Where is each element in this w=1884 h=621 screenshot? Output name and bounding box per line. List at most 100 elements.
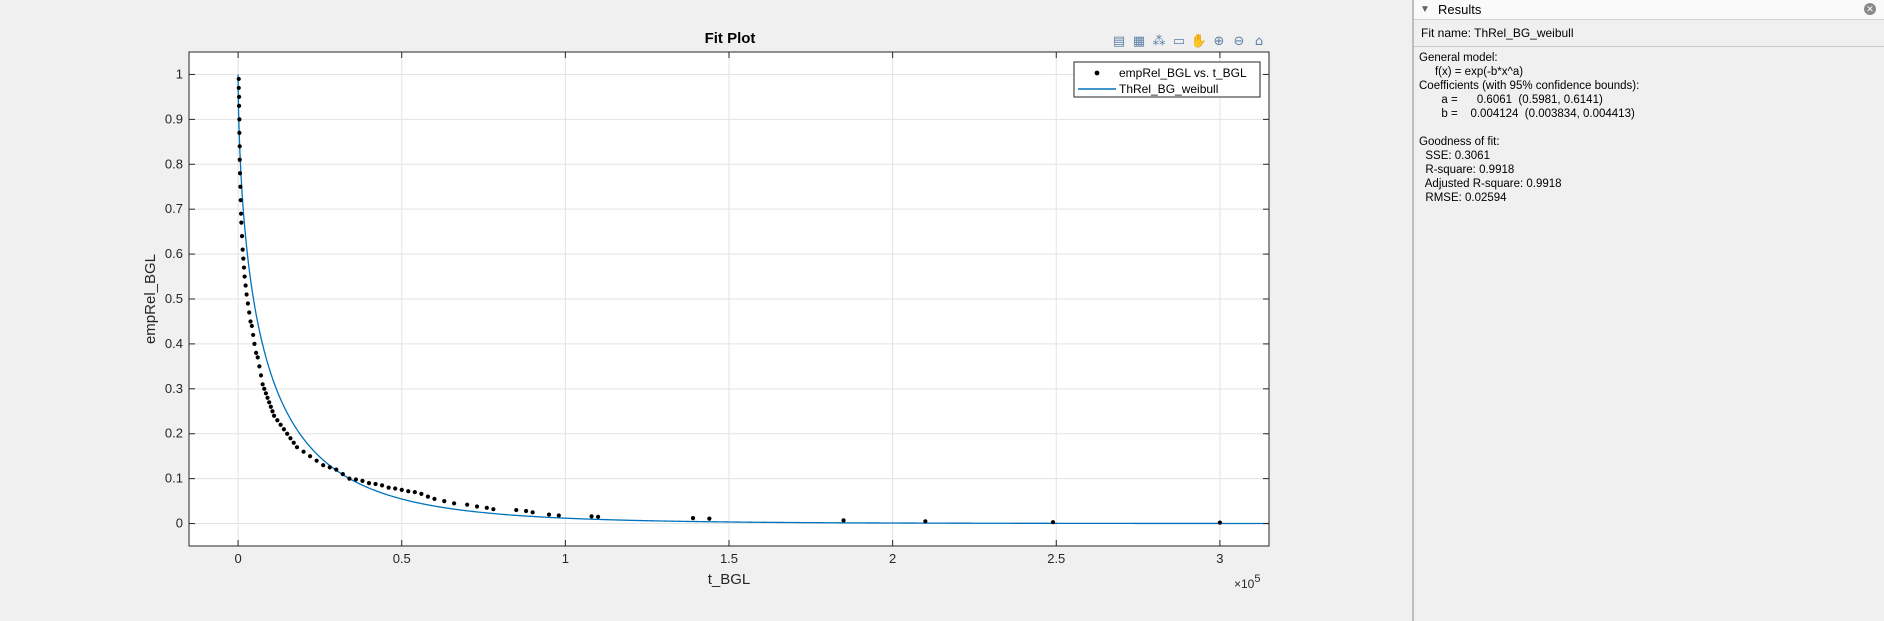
data-point [321,463,326,468]
data-point [294,445,300,450]
data-point [238,184,243,189]
insert-legend-icon[interactable]: ▭ [1172,33,1186,49]
data-point [514,507,519,513]
pan-icon[interactable]: ✋ [1190,33,1208,49]
legend-entry-points: empRel_BGL vs. t_BGL [1119,66,1247,80]
close-icon[interactable]: ✕ [1864,3,1876,15]
axes-toolbar: ▤ ▦ ⁂ ▭ ✋ ⊕ ⊖ ⌂ [1110,32,1268,50]
data-point [491,507,496,512]
x-exponent-label: ×105 [1234,573,1260,591]
data-point [239,220,244,225]
data-cursor-icon[interactable]: ⁂ [1152,33,1166,49]
grid-icon[interactable]: ▦ [1132,33,1146,49]
x-tick-label: 1 [562,551,569,566]
x-tick-label: 0.5 [393,551,411,566]
zoom-out-icon[interactable]: ⊖ [1233,33,1245,49]
data-point [442,498,447,504]
data-point [373,481,378,487]
data-point [406,489,411,494]
data-point [451,501,457,506]
results-line: SSE: 0.3061 [1419,150,1490,162]
fit-name: Fit name: ThRel_BG_weibull [1421,26,1574,40]
data-point [340,472,345,477]
data-point [265,395,270,400]
x-tick-label: 2 [889,551,896,566]
data-point [247,310,252,315]
y-tick-label: 0.1 [165,471,183,486]
data-point [1217,520,1223,525]
results-line: f(x) = exp(-b*x^a) [1419,66,1524,78]
data-point [523,508,529,514]
y-tick-label: 0.9 [165,111,183,126]
results-line: General model: [1419,52,1498,64]
data-point [257,364,262,369]
data-point [301,449,306,454]
legend[interactable]: empRel_BGL vs. t_BGL ThRel_BG_weibull [1073,61,1261,98]
data-point [307,454,313,459]
legend-box [1073,61,1261,98]
y-tick-label: 0.4 [165,336,183,351]
legend-icon[interactable]: ▤ [1112,33,1126,49]
data-point [262,386,267,391]
x-tick-label: 0 [234,551,241,566]
data-point [484,505,489,510]
fit-plot-panel: Fit Plot ▤ ▦ ⁂ ▭ ✋ ⊕ ⊖ ⌂ 0 0.5 1 1.5 2 2.5 3 0 0.1 0.2 0.… [142,30,1270,591]
data-point [399,487,404,492]
data-point [251,332,256,338]
x-tick-label: 1.5 [720,551,738,566]
data-point [237,144,242,149]
data-point [530,510,535,515]
data-point [278,422,283,427]
zoom-in-icon[interactable]: ⊕ [1213,33,1225,49]
data-point [236,76,241,82]
results-title: Results [1438,2,1482,17]
data-point [327,465,332,470]
y-tick-label: 0.7 [165,201,183,216]
data-point [285,431,290,436]
collapse-triangle-icon[interactable]: ▼ [1420,4,1430,15]
data-point [419,491,424,497]
data-point [237,117,242,122]
data-point [366,481,372,486]
y-tick-label: 0.3 [165,381,183,396]
results-line: b = 0.004124 (0.003834, 0.004413) [1419,108,1635,120]
x-tick-label: 2.5 [1047,551,1065,566]
data-point [347,476,352,481]
data-point [237,171,243,176]
data-point [690,516,696,521]
legend-marker-points [1094,70,1100,76]
home-icon[interactable]: ⌂ [1254,33,1264,49]
data-point [240,247,245,252]
data-point [275,418,280,423]
data-point [386,485,391,490]
results-line: RMSE: 0.02594 [1419,192,1507,204]
data-point [248,319,253,324]
data-point [268,404,273,409]
y-tick-label: 0.5 [165,291,183,306]
data-point [589,514,594,519]
data-point [425,494,431,499]
data-point [412,490,417,495]
data-point [241,256,246,261]
data-point [245,301,251,306]
data-point [237,157,242,162]
data-point [379,483,385,488]
data-point [360,478,365,483]
data-point [238,211,244,216]
data-point [334,467,339,472]
data-point [432,496,437,501]
data-point [236,103,242,108]
data-point [291,440,296,445]
panel-divider[interactable] [1412,0,1414,621]
data-point [236,94,242,100]
y-tick-label: 0.8 [165,156,183,171]
data-point [252,341,257,347]
data-point [314,458,319,463]
results-line: R-square: 0.9918 [1419,164,1515,176]
data-point [236,85,241,91]
y-tick-label: 0.6 [165,246,183,261]
x-tick-label: 3 [1216,551,1223,566]
x-exponent-base: ×10 [1234,577,1255,591]
data-point [923,519,928,524]
x-axis-label: t_BGL [708,571,751,588]
